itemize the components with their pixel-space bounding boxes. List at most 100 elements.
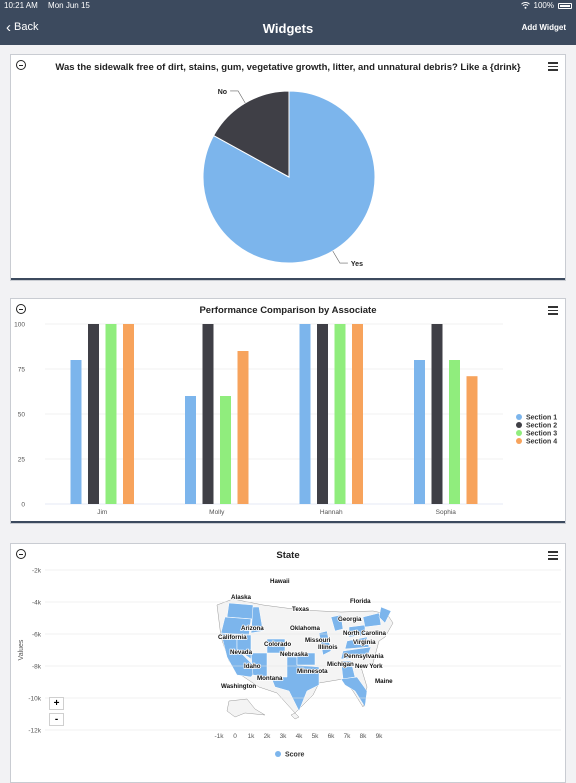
- x-tick-label: 1k: [248, 733, 256, 740]
- state-label: North Carolina: [343, 630, 387, 637]
- state-maine: [378, 606, 392, 624]
- bar-sophia-section-2[interactable]: [431, 324, 443, 504]
- legend-marker: [516, 422, 522, 428]
- bar-molly-section-4[interactable]: [237, 351, 249, 504]
- y-tick-label: -12k: [28, 728, 41, 735]
- legend-marker: [275, 751, 281, 757]
- x-tick-label: 5k: [312, 733, 320, 740]
- x-tick-label: -1k: [214, 733, 224, 740]
- bar-molly-section-2[interactable]: [202, 324, 214, 504]
- bar-molly-section-1[interactable]: [185, 396, 196, 504]
- x-tick-label: 4k: [296, 733, 304, 740]
- legend-item[interactable]: Section 1: [526, 415, 557, 422]
- hamburger-menu-icon[interactable]: [548, 551, 558, 560]
- bar-hannah-section-1[interactable]: [299, 324, 311, 504]
- state-label: Nebraska: [280, 651, 308, 658]
- add-widget-button[interactable]: Add Widget: [521, 23, 566, 32]
- y-tick-label: 75: [18, 367, 26, 374]
- us-map-shape: [216, 598, 394, 720]
- bar-jim-section-1[interactable]: [70, 360, 82, 504]
- status-date: Mon Jun 15: [48, 1, 90, 10]
- legend-item[interactable]: Section 2: [526, 423, 557, 430]
- bar-sophia-section-4[interactable]: [466, 376, 478, 504]
- widget-state-map: State -2k -4k -6k -8k -10: [10, 543, 566, 783]
- state-label: Nevada: [230, 649, 253, 656]
- card-accent: [11, 521, 565, 523]
- card-accent: [11, 278, 565, 280]
- bar-jim-section-4[interactable]: [123, 324, 134, 504]
- state-oklahoma: [284, 652, 316, 666]
- state-alaska: [226, 698, 266, 718]
- x-tick-label: 7k: [344, 733, 352, 740]
- widget-title: State: [276, 550, 300, 561]
- pie-connector: [332, 250, 348, 264]
- state-label: Montana: [257, 675, 283, 682]
- state-label: Alaska: [231, 594, 252, 601]
- zoom-in-button[interactable]: +: [49, 697, 64, 710]
- navigation-bar: ‹ Back Widgets Add Widget: [0, 12, 576, 45]
- state-label: Texas: [292, 606, 310, 613]
- y-tick-label: -6k: [32, 632, 42, 639]
- bar-hannah-section-2[interactable]: [317, 324, 328, 504]
- state-label: Washington: [221, 683, 256, 690]
- bar-molly-section-3[interactable]: [220, 396, 231, 504]
- state-label: Hawaii: [270, 578, 290, 585]
- x-tick-label: 2k: [264, 733, 272, 740]
- state-hawaii: [290, 712, 300, 720]
- state-label: Georgia: [338, 616, 362, 623]
- collapse-icon[interactable]: [16, 549, 26, 559]
- legend-item[interactable]: Score: [285, 752, 305, 759]
- collapse-icon[interactable]: [16, 304, 26, 314]
- legend-item[interactable]: Section 3: [526, 431, 557, 438]
- back-label: Back: [14, 21, 39, 33]
- chevron-left-icon: ‹: [6, 18, 11, 36]
- y-tick-label: -2k: [32, 568, 42, 575]
- state-arizona: [250, 652, 268, 678]
- legend-item[interactable]: Section 4: [526, 439, 557, 446]
- state-michigan: [330, 614, 344, 632]
- x-tick-label: Molly: [209, 509, 225, 516]
- y-tick-label: -4k: [32, 600, 42, 607]
- pie-label: No: [218, 89, 227, 96]
- back-button[interactable]: ‹ Back: [6, 18, 39, 36]
- battery-percent: 100%: [533, 1, 554, 10]
- state-idaho: [250, 606, 264, 634]
- widget-sidewalk-pie: Was the sidewalk free of dirt, stains, g…: [10, 54, 566, 281]
- zoom-out-button[interactable]: -: [49, 713, 64, 726]
- status-time: 10:21 AM: [4, 1, 38, 10]
- bar-hannah-section-3[interactable]: [334, 324, 346, 504]
- wifi-icon: [520, 2, 530, 9]
- bar-jim-section-2[interactable]: [88, 324, 99, 504]
- bar-sophia-section-1[interactable]: [414, 360, 425, 504]
- widget-title: Was the sidewalk free of dirt, stains, g…: [55, 62, 521, 73]
- y-tick-label: 50: [18, 412, 26, 419]
- y-tick-label: 100: [14, 322, 25, 329]
- state-washington: [226, 602, 254, 620]
- state-illinois: [318, 630, 332, 656]
- state-north-carolina: [340, 646, 372, 660]
- pie-label: Yes: [351, 261, 363, 268]
- state-label: Maine: [375, 678, 393, 685]
- state-label: New York: [355, 663, 383, 670]
- pie-slice-no[interactable]: [212, 90, 290, 178]
- hamburger-menu-icon[interactable]: [548, 62, 558, 71]
- y-tick-label: -10k: [28, 696, 41, 703]
- hamburger-menu-icon[interactable]: [548, 306, 558, 315]
- x-tick-label: 3k: [280, 733, 288, 740]
- status-bar: 10:21 AM Mon Jun 15 100%: [0, 0, 576, 12]
- x-tick-label: Hannah: [320, 509, 343, 516]
- state-label: Pennsylvania: [344, 653, 384, 660]
- y-tick-label: -8k: [32, 664, 42, 671]
- bar-sophia-section-3[interactable]: [449, 360, 460, 504]
- x-tick-label: 0: [233, 733, 237, 740]
- state-label: California: [218, 634, 247, 641]
- legend-marker: [516, 414, 522, 420]
- bar-hannah-section-4[interactable]: [352, 324, 363, 504]
- y-axis-title: Values: [18, 639, 25, 660]
- collapse-icon[interactable]: [16, 60, 26, 70]
- legend-marker: [516, 430, 522, 436]
- state-label: Oklahoma: [290, 625, 320, 632]
- pie-connector: [230, 90, 246, 104]
- bar-jim-section-3[interactable]: [105, 324, 117, 504]
